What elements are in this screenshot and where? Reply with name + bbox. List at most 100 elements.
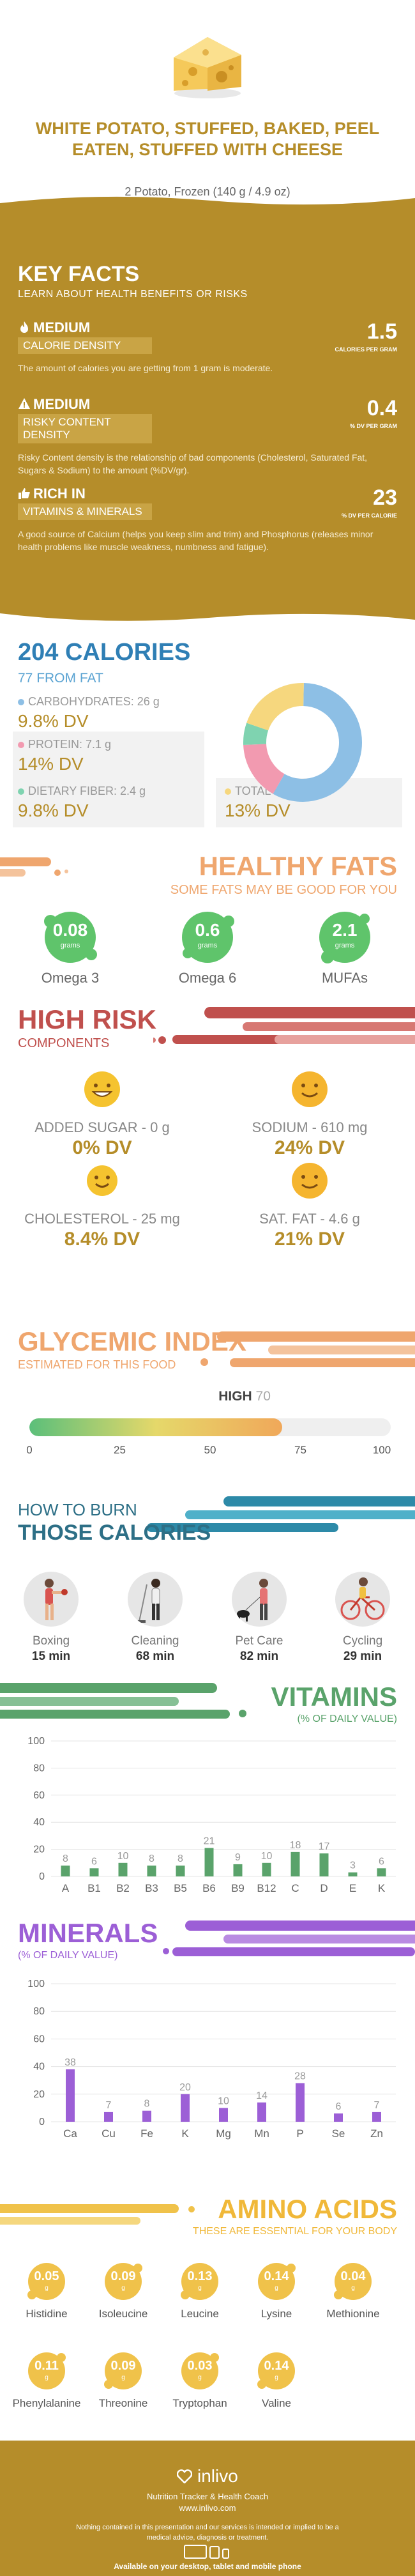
amino-value: 0.09 xyxy=(110,2359,136,2373)
bar-Ca xyxy=(66,2069,75,2122)
healthy-fats-subtitle: SOME FATS MAY BE GOOD FOR YOU xyxy=(170,883,397,897)
amino-blob xyxy=(28,2352,66,2389)
amino-blob xyxy=(181,2352,219,2389)
category-label-B9: B9 xyxy=(231,1882,245,1894)
protein-dv: 14% DV xyxy=(18,754,84,774)
amino-name: Histidine xyxy=(26,2308,68,2320)
value-label-Mn: 14 xyxy=(256,2090,268,2101)
bar-B3 xyxy=(147,1866,156,1876)
y-tick-label: 20 xyxy=(33,1844,45,1855)
amino-value: 0.05 xyxy=(34,2269,59,2283)
y-tick-label: 0 xyxy=(39,2117,45,2128)
carbohydrates-dot xyxy=(18,699,24,705)
amino-value: 0.11 xyxy=(34,2359,59,2373)
bar-K xyxy=(377,1868,386,1876)
footer-url[interactable]: www.inlivo.com xyxy=(179,2503,236,2513)
amino-value: 0.03 xyxy=(187,2359,213,2373)
category-label-B6: B6 xyxy=(202,1882,216,1894)
category-label-Mg: Mg xyxy=(216,2128,231,2140)
cycling-item: Cycling 29 min xyxy=(318,1572,407,1664)
footer-logo: inlivo xyxy=(0,2466,415,2487)
key-facts-subtitle: LEARN ABOUT HEALTH BENEFITS OR RISKS xyxy=(18,289,248,300)
category-label-B1: B1 xyxy=(87,1882,101,1894)
amino-unit: g xyxy=(351,2285,355,2292)
cycling-name: Cycling xyxy=(342,1634,383,1648)
value-label-A: 8 xyxy=(63,1853,68,1864)
header-wave xyxy=(0,196,415,211)
heart-logo-icon xyxy=(176,2469,193,2484)
minerals-section: MINERALS (% OF DAILY VALUE) 0 20 40 60 80 100… xyxy=(0,1904,415,2185)
risky-content-description: Risky Content density is the relationshi… xyxy=(18,452,368,475)
amino-unit: g xyxy=(198,2285,202,2292)
omega-6-item: 0.6 grams Omega 6 xyxy=(160,908,255,986)
category-label-Fe: Fe xyxy=(140,2128,153,2140)
cholesterol-label: CHOLESTEROL - 25 mg xyxy=(24,1211,180,1227)
calorie-density-label: CALORIE DENSITY xyxy=(18,337,152,354)
glycemic-bar xyxy=(29,1418,391,1436)
burn-title-line2: THOSE CALORIES xyxy=(18,1521,211,1545)
footer-logo-text: inlivo xyxy=(197,2466,238,2486)
y-tick-label: 40 xyxy=(33,2062,45,2073)
y-tick-label: 80 xyxy=(33,2006,45,2017)
amino-decor-stripes xyxy=(0,2204,195,2225)
category-label-Zn: Zn xyxy=(370,2128,383,2140)
category-label-Ca: Ca xyxy=(63,2128,77,2140)
donut-slice-carbohydrates xyxy=(273,683,362,802)
omega-6-unit: grams xyxy=(197,942,218,949)
category-label-D: D xyxy=(320,1882,328,1894)
risky-content-unit: % DV PER GRAM xyxy=(349,423,397,429)
thumbs-up-icon xyxy=(19,488,30,499)
bar-Mg xyxy=(219,2108,228,2122)
amino-unit: g xyxy=(45,2374,49,2381)
y-tick-label: 100 xyxy=(27,1736,45,1747)
serving-size: 2 Potato, Frozen (140 g / 4.9 oz) xyxy=(124,185,290,198)
y-tick-label: 100 xyxy=(27,1979,45,1989)
gi-tick-100: 100 xyxy=(372,1444,391,1456)
bar-C xyxy=(290,1851,300,1876)
amino-acid-valine: 0.14 g Valine xyxy=(241,2350,312,2410)
cleaning-item: Cleaning 68 min xyxy=(110,1572,200,1664)
total-fat-dv: 13% DV xyxy=(225,801,290,820)
carbohydrates-label: CARBOHYDRATES: 26 g xyxy=(28,695,160,708)
amino-unit: g xyxy=(198,2374,202,2381)
smile-face-icon xyxy=(87,1165,117,1196)
vitamins-minerals-level: RICH IN xyxy=(33,486,86,502)
amino-acid-tryptophan: 0.03 g Tryptophan xyxy=(165,2350,235,2410)
high-risk-title: HIGH RISK xyxy=(18,1004,157,1034)
y-tick-label: 60 xyxy=(33,1790,45,1801)
burn-calories-section: HOW TO BURN THOSE CALORIES Boxing 15 min… xyxy=(0,1476,415,1667)
healthy-fats-section: HEALTHY FATS SOME FATS MAY BE GOOD FOR Y… xyxy=(0,837,415,990)
value-label-Se: 6 xyxy=(336,2101,342,2112)
omega-6-name: Omega 6 xyxy=(178,970,237,986)
header-section: WHITE POTATO, STUFFED, BAKED, PEEL EATEN… xyxy=(0,0,415,211)
amino-unit: g xyxy=(275,2285,278,2292)
smile-face-icon xyxy=(292,1163,328,1199)
sodium-item: SODIUM - 610 mg 24% DV xyxy=(214,1070,405,1159)
high-risk-section: HIGH RISK COMPONENTS ADDED SUGAR - 0 g 0… xyxy=(0,990,415,1310)
risky-content-value: 0.4 xyxy=(366,396,397,420)
amino-blob xyxy=(334,2263,372,2300)
bar-A xyxy=(61,1866,70,1876)
boxing-item: Boxing 15 min xyxy=(6,1572,96,1664)
category-label-A: A xyxy=(62,1882,70,1894)
minerals-bar-chart: 0 20 40 60 80 100 38 Ca 7 Cu 8 Fe 20 K 10 Mg 14 Mn 28 P 6 Se 7… xyxy=(27,1979,396,2140)
mufas-unit: grams xyxy=(335,942,355,949)
bar-Zn xyxy=(372,2112,381,2122)
calorie-density-value: 1.5 xyxy=(366,319,397,344)
dietary-fiber-dv: 9.8% DV xyxy=(18,801,89,820)
pet-care-item: Pet Care 82 min xyxy=(215,1572,304,1664)
sat-fat-label: SAT. FAT - 4.6 g xyxy=(259,1211,360,1227)
omega-3-name: Omega 3 xyxy=(41,970,100,986)
calories-title: 204 CALORIES xyxy=(18,639,191,666)
amino-blob xyxy=(105,2263,142,2300)
calorie-density-fact: MEDIUM CALORIE DENSITY 1.5 CALORIES PER … xyxy=(18,319,397,374)
carbohydrates-dv: 9.8% DV xyxy=(18,711,89,731)
calories-section: 204 CALORIES 77 FROM FAT CARBOHYDRATES: … xyxy=(0,626,415,837)
amino-value: 0.13 xyxy=(187,2269,213,2283)
bar-Mn xyxy=(257,2102,266,2122)
amino-acids-subtitle: THESE ARE ESSENTIAL FOR YOUR BODY xyxy=(192,2226,397,2237)
category-label-P: P xyxy=(296,2128,303,2140)
protein-dot xyxy=(18,742,24,748)
omega-3-item: 0.08 grams Omega 3 xyxy=(22,908,118,986)
